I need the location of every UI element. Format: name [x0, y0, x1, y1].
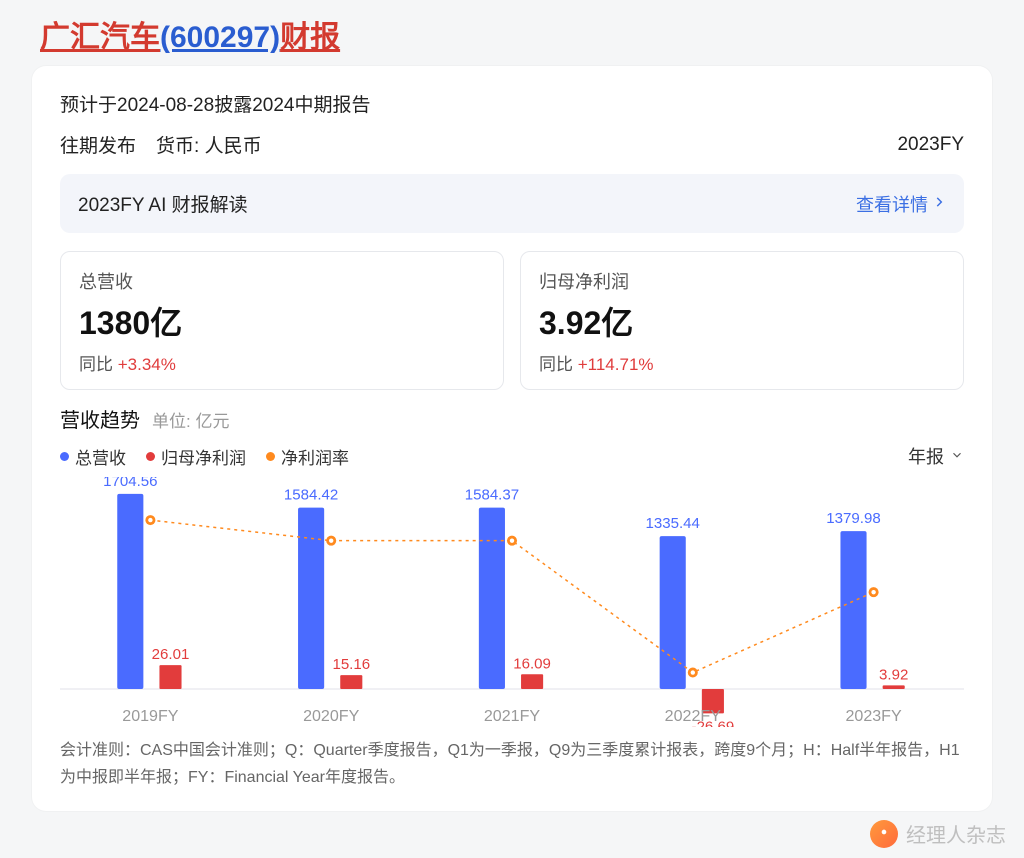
revenue-chart: 1704.56 26.01 2019FY 1584.42 15.16 2020FY 1584… — [60, 477, 964, 727]
ai-banner-title: 2023FY AI 财报解读 — [78, 190, 248, 217]
stat-label: 归母净利润 — [539, 268, 945, 294]
svg-text:1379.98: 1379.98 — [826, 510, 880, 527]
chevron-down-icon — [950, 446, 964, 467]
legend-items: 总营收 归母净利润 净利润率 — [60, 444, 349, 469]
svg-text:2023FY: 2023FY — [845, 707, 902, 725]
legend-label: 总营收 — [75, 444, 126, 469]
legend-row: 总营收 归母净利润 净利润率 年报 — [60, 443, 964, 469]
stat-card-revenue[interactable]: 总营收 1380亿 同比 +3.34% — [60, 251, 504, 390]
svg-text:1335.44: 1335.44 — [646, 515, 700, 532]
ai-banner[interactable]: 2023FY AI 财报解读 查看详情 — [60, 174, 964, 233]
period-selector-label: 年报 — [908, 443, 944, 469]
svg-text:2021FY: 2021FY — [484, 707, 541, 725]
history-link[interactable]: 往期发布 — [60, 131, 136, 158]
svg-text:2022FY: 2022FY — [665, 707, 722, 725]
stat-yoy: 同比 +3.34% — [79, 350, 485, 375]
svg-text:2020FY: 2020FY — [303, 707, 360, 725]
watermark-logo-icon — [870, 820, 898, 848]
legend-label: 净利润率 — [281, 444, 349, 469]
legend-item[interactable]: 总营收 — [60, 444, 126, 469]
svg-text:16.09: 16.09 — [513, 655, 551, 672]
ai-banner-link-text: 查看详情 — [856, 191, 928, 217]
legend-label: 归母净利润 — [161, 444, 246, 469]
legend-item[interactable]: 归母净利润 — [146, 444, 246, 469]
ai-banner-link[interactable]: 查看详情 — [856, 191, 946, 217]
company-name[interactable]: 广汇汽车 — [40, 21, 160, 54]
stat-value: 1380亿 — [79, 298, 485, 344]
title-suffix: 财报 — [280, 21, 340, 54]
currency-label: 货币: 人民币 — [156, 131, 262, 158]
period-selector[interactable]: 年报 — [908, 443, 964, 469]
footnote: 会计准则：CAS中国会计准则；Q：Quarter季度报告，Q1为一季报，Q9为三… — [60, 737, 964, 791]
stat-yoy: 同比 +114.71% — [539, 350, 945, 375]
report-card: 预计于2024-08-28披露2024中期报告 往期发布 货币: 人民币 202… — [32, 66, 992, 811]
chart-title: 营收趋势 — [60, 404, 140, 433]
legend-dot-icon — [146, 452, 155, 461]
legend-dot-icon — [60, 452, 69, 461]
page-title: 广汇汽车(600297)财报 — [0, 0, 1024, 66]
chevron-right-icon — [932, 193, 946, 214]
legend-dot-icon — [266, 452, 275, 461]
meta-row: 往期发布 货币: 人民币 2023FY — [60, 131, 964, 158]
stat-card-profit[interactable]: 归母净利润 3.92亿 同比 +114.71% — [520, 251, 964, 390]
svg-text:1584.42: 1584.42 — [284, 487, 338, 504]
forecast-line: 预计于2024-08-28披露2024中期报告 — [60, 90, 964, 117]
chart-unit: 单位: 亿元 — [152, 407, 229, 432]
stat-label: 总营收 — [79, 268, 485, 294]
svg-text:2019FY: 2019FY — [122, 707, 179, 725]
chart-header: 营收趋势 单位: 亿元 — [60, 404, 964, 433]
watermark-text: 经理人杂志 — [906, 819, 1006, 848]
watermark: 经理人杂志 — [870, 819, 1006, 848]
period-label: 2023FY — [897, 134, 964, 156]
svg-text:26.01: 26.01 — [152, 646, 190, 663]
legend-item[interactable]: 净利润率 — [266, 444, 349, 469]
svg-text:1704.56: 1704.56 — [103, 477, 157, 490]
ticker-code[interactable]: (600297) — [160, 21, 280, 54]
svg-text:1584.37: 1584.37 — [465, 487, 519, 504]
svg-text:15.16: 15.16 — [332, 656, 370, 673]
stat-value: 3.92亿 — [539, 298, 945, 344]
stat-row: 总营收 1380亿 同比 +3.34% 归母净利润 3.92亿 同比 +114.… — [60, 251, 964, 390]
svg-text:3.92: 3.92 — [879, 666, 908, 683]
